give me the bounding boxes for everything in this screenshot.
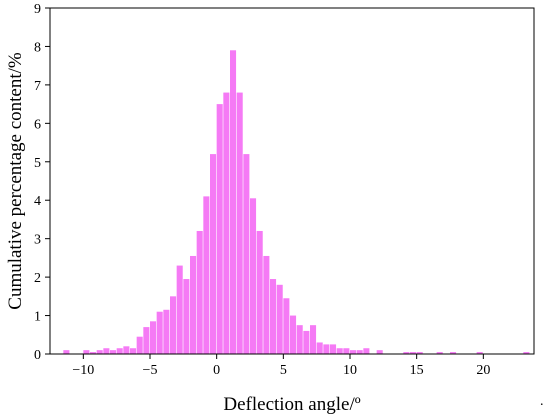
histogram-bar-47: [416, 352, 423, 354]
histogram-bar-18: [196, 230, 203, 354]
histogram-bar-29: [270, 279, 277, 354]
footnote-mark: .: [540, 394, 544, 409]
x-axis-title: Deflection angle/º: [223, 394, 360, 415]
x-axis: −10 −5 0 5 10 15 20: [72, 354, 490, 378]
histogram-bar-15: [176, 265, 183, 354]
histogram-bar-27: [256, 230, 263, 354]
histogram-bar-38: [330, 344, 337, 354]
histogram-bar-17: [190, 255, 197, 354]
histogram-bar-7: [123, 346, 130, 354]
histogram-bar-0: [63, 350, 70, 354]
plot-frame: [49, 7, 535, 355]
y-tick-label-3: 3: [34, 233, 41, 248]
y-tick-label-4: 4: [34, 194, 41, 209]
histogram-bar-19: [203, 196, 210, 354]
y-tick-label-6: 6: [34, 117, 41, 132]
histogram-bar-21: [216, 104, 223, 354]
histogram-bar-28: [263, 255, 270, 354]
histogram-bar-22: [223, 92, 230, 355]
histogram-bar-20: [210, 154, 217, 354]
histogram-bar-10: [143, 327, 150, 354]
histogram-bar-43: [363, 348, 370, 354]
histogram-bar-41: [350, 350, 357, 354]
y-tick-label-2: 2: [34, 271, 41, 286]
histogram-bar-48: [436, 352, 443, 354]
histogram-bar-36: [316, 342, 323, 354]
histogram-bar-49: [450, 352, 457, 354]
x-tick-label-4: 10: [343, 363, 357, 378]
histogram-bar-1: [83, 350, 90, 354]
histogram-bar-24: [236, 92, 243, 355]
y-tick-label-7: 7: [34, 79, 41, 94]
y-tick-label-9: 9: [34, 2, 41, 17]
histogram-bar-12: [156, 311, 163, 354]
x-tick-label-5: 15: [410, 363, 424, 378]
histogram-bar-3: [96, 350, 103, 354]
histogram-bar-30: [276, 284, 283, 354]
histogram-bar-13: [163, 309, 170, 354]
histogram-bar-34: [303, 330, 310, 354]
y-axis-title: Cumulative percentage content/%: [5, 52, 26, 310]
y-tick-label-0: 0: [34, 348, 41, 363]
histogram-bar-40: [343, 348, 350, 354]
histogram-bar-45: [403, 352, 410, 354]
histogram-bar-5: [110, 350, 117, 354]
y-tick-label-5: 5: [34, 156, 41, 171]
histogram-bar-9: [136, 336, 143, 354]
histogram-bar-25: [243, 154, 250, 354]
bars-group: [63, 50, 530, 355]
x-tick-label-1: −5: [143, 363, 158, 378]
histogram-bar-4: [103, 348, 110, 354]
histogram-bar-16: [183, 279, 190, 354]
histogram-bar-2: [90, 352, 97, 354]
histogram-bar-51: [523, 352, 530, 354]
histogram-bar-6: [116, 348, 123, 354]
x-tick-label-2: 0: [213, 363, 220, 378]
y-tick-label-1: 1: [34, 310, 41, 325]
x-tick-label-0: −10: [72, 363, 94, 378]
y-axis: 0 1 2 3 4 5 6 7 8 9: [34, 2, 50, 363]
histogram-bar-8: [130, 348, 137, 354]
histogram-bar-26: [250, 198, 257, 354]
histogram-bar-44: [376, 350, 383, 354]
histogram-bar-31: [283, 298, 290, 354]
y-tick-label-8: 8: [34, 40, 41, 55]
histogram-bar-37: [323, 344, 330, 354]
histogram-bar-50: [476, 352, 483, 354]
histogram-bar-46: [410, 352, 417, 354]
histogram-bar-11: [150, 321, 157, 354]
histogram-bar-33: [296, 325, 303, 354]
histogram-bar-39: [336, 348, 343, 354]
histogram-bar-42: [356, 350, 363, 354]
x-tick-label-6: 20: [476, 363, 490, 378]
histogram-bar-32: [290, 315, 297, 354]
histogram-bar-35: [310, 325, 317, 354]
histogram-bar-14: [170, 296, 177, 354]
histogram-bar-23: [230, 50, 237, 355]
x-tick-label-3: 5: [280, 363, 287, 378]
